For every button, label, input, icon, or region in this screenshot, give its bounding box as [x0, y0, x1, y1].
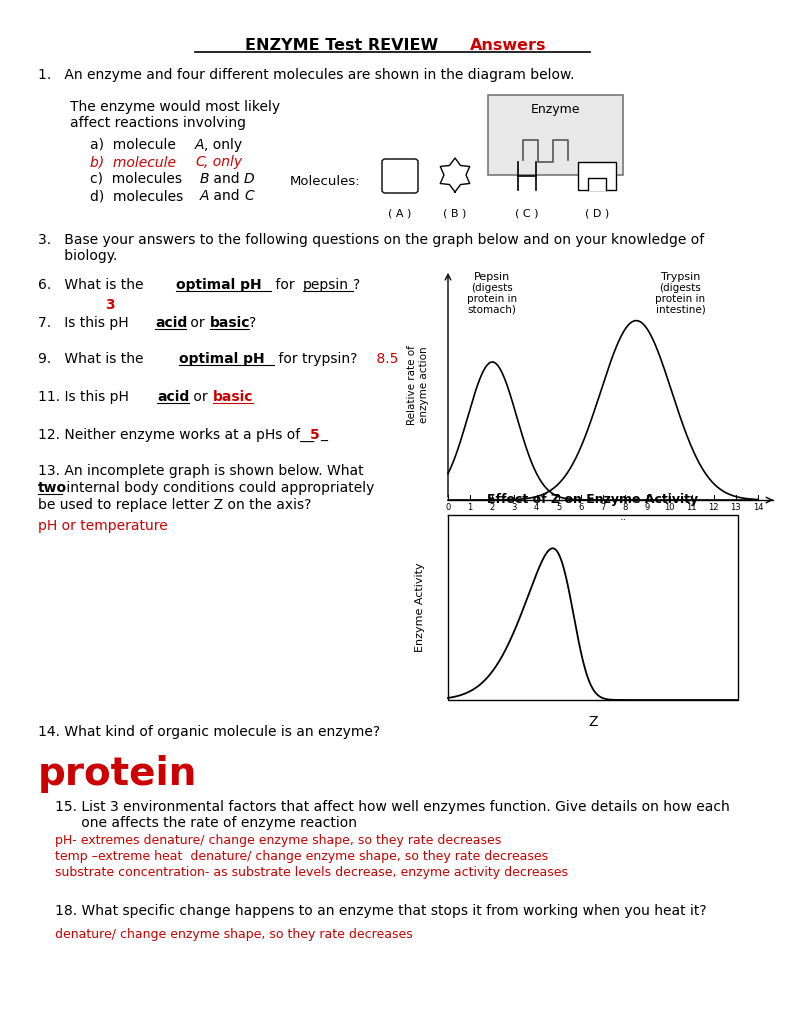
Text: ?: ? — [249, 316, 256, 330]
Text: D: D — [244, 172, 255, 186]
Text: (digests: (digests — [471, 283, 513, 293]
Text: pepsin: pepsin — [303, 278, 349, 292]
Text: b)  molecule: b) molecule — [90, 155, 180, 169]
Text: 2: 2 — [490, 503, 495, 512]
Text: 3: 3 — [105, 298, 115, 312]
Text: Pepsin: Pepsin — [474, 272, 510, 282]
Text: internal body conditions could appropriately: internal body conditions could appropria… — [62, 481, 374, 495]
Text: d)  molecules: d) molecules — [90, 189, 187, 203]
Text: basic: basic — [213, 390, 253, 404]
Text: 13. An incomplete graph is shown below. What: 13. An incomplete graph is shown below. … — [38, 464, 364, 478]
FancyBboxPatch shape — [382, 159, 418, 193]
Text: or: or — [189, 390, 212, 404]
Text: acid: acid — [157, 390, 189, 404]
Text: and: and — [209, 172, 244, 186]
Polygon shape — [588, 178, 606, 190]
Text: 13: 13 — [731, 503, 741, 512]
Text: C: C — [244, 189, 254, 203]
Text: 7: 7 — [600, 503, 606, 512]
Text: Molecules:: Molecules: — [290, 175, 361, 188]
Text: Z: Z — [589, 715, 598, 729]
Text: stomach): stomach) — [467, 305, 517, 315]
Text: ( C ): ( C ) — [515, 208, 539, 218]
Text: Trypsin: Trypsin — [660, 272, 700, 282]
Text: 5: 5 — [310, 428, 320, 442]
Text: ( B ): ( B ) — [443, 208, 467, 218]
Text: and: and — [209, 189, 244, 203]
Text: 14: 14 — [753, 503, 763, 512]
Text: _: _ — [320, 428, 327, 442]
Text: optimal pH: optimal pH — [176, 278, 262, 292]
Text: for trypsin?: for trypsin? — [274, 352, 358, 366]
Text: pH- extremes denature/ change enzyme shape, so they rate decreases: pH- extremes denature/ change enzyme sha… — [55, 834, 501, 847]
Text: ..: .. — [619, 512, 626, 522]
Text: 5: 5 — [556, 503, 562, 512]
Text: two: two — [38, 481, 67, 495]
Text: substrate concentration- as substrate levels decrease, enzyme activity decreases: substrate concentration- as substrate le… — [55, 866, 568, 879]
Text: c)  molecules: c) molecules — [90, 172, 187, 186]
Text: A: A — [200, 189, 210, 203]
Text: 8.5: 8.5 — [372, 352, 399, 366]
Text: , only: , only — [204, 138, 242, 152]
Bar — [488, 95, 623, 175]
Text: The enzyme would most likely: The enzyme would most likely — [70, 100, 280, 114]
Text: 14. What kind of organic molecule is an enzyme?: 14. What kind of organic molecule is an … — [38, 725, 380, 739]
Bar — [578, 162, 616, 190]
Text: ?: ? — [353, 278, 360, 292]
Text: Answers: Answers — [470, 38, 547, 53]
Text: 7.   Is this pH: 7. Is this pH — [38, 316, 133, 330]
Text: (digests: (digests — [660, 283, 702, 293]
Text: 8: 8 — [623, 503, 628, 512]
Text: affect reactions involving: affect reactions involving — [70, 116, 246, 130]
Text: be used to replace letter Z on the axis?: be used to replace letter Z on the axis? — [38, 498, 312, 512]
Text: 12. Neither enzyme works at a pHs of__: 12. Neither enzyme works at a pHs of__ — [38, 428, 314, 442]
Text: Relative rate of
enzyme action: Relative rate of enzyme action — [407, 345, 429, 425]
Text: pH or temperature: pH or temperature — [38, 519, 168, 534]
Text: a)  molecule: a) molecule — [90, 138, 180, 152]
Text: optimal pH: optimal pH — [179, 352, 265, 366]
Text: Effect of Z on Enzyme Activity: Effect of Z on Enzyme Activity — [487, 493, 698, 506]
Text: 1.   An enzyme and four different molecules are shown in the diagram below.: 1. An enzyme and four different molecule… — [38, 68, 574, 82]
Text: C: C — [195, 155, 205, 169]
Text: 1: 1 — [467, 503, 473, 512]
Text: 6.   What is the: 6. What is the — [38, 278, 148, 292]
Text: 9: 9 — [645, 503, 650, 512]
Text: protein in: protein in — [467, 294, 517, 304]
Text: 11. Is this pH: 11. Is this pH — [38, 390, 133, 404]
Text: 3.   Base your answers to the following questions on the graph below and on your: 3. Base your answers to the following qu… — [38, 233, 704, 247]
Text: 6: 6 — [578, 503, 584, 512]
Text: 15. List 3 environmental factors that affect how well enzymes function. Give det: 15. List 3 environmental factors that af… — [55, 800, 730, 814]
Text: ENZYME Test REVIEW: ENZYME Test REVIEW — [245, 38, 444, 53]
Text: 10: 10 — [664, 503, 675, 512]
Text: or: or — [186, 316, 209, 330]
Text: 11: 11 — [687, 503, 697, 512]
Text: 0: 0 — [445, 503, 451, 512]
Text: intestine): intestine) — [656, 305, 706, 315]
Text: A: A — [195, 138, 205, 152]
Text: 12: 12 — [709, 503, 719, 512]
Text: 3: 3 — [512, 503, 517, 512]
Text: biology.: biology. — [38, 249, 117, 263]
Text: 4: 4 — [534, 503, 539, 512]
Text: 18. What specific change happens to an enzyme that stops it from working when yo: 18. What specific change happens to an e… — [55, 904, 706, 918]
Text: protein: protein — [38, 755, 198, 793]
Text: acid: acid — [155, 316, 187, 330]
Text: temp –extreme heat  denature/ change enzyme shape, so they rate decreases: temp –extreme heat denature/ change enzy… — [55, 850, 548, 863]
Text: , only: , only — [204, 155, 242, 169]
Text: ( D ): ( D ) — [585, 208, 609, 218]
Text: Enzyme: Enzyme — [530, 103, 580, 116]
Text: ( A ): ( A ) — [388, 208, 411, 218]
Text: denature/ change enzyme shape, so they rate decreases: denature/ change enzyme shape, so they r… — [55, 928, 413, 941]
Text: Enzyme Activity: Enzyme Activity — [415, 562, 425, 652]
Text: one affects the rate of enzyme reaction: one affects the rate of enzyme reaction — [55, 816, 357, 830]
Text: protein in: protein in — [656, 294, 706, 304]
Text: for: for — [271, 278, 299, 292]
Text: 9.   What is the: 9. What is the — [38, 352, 148, 366]
Text: basic: basic — [210, 316, 251, 330]
Text: B: B — [200, 172, 210, 186]
